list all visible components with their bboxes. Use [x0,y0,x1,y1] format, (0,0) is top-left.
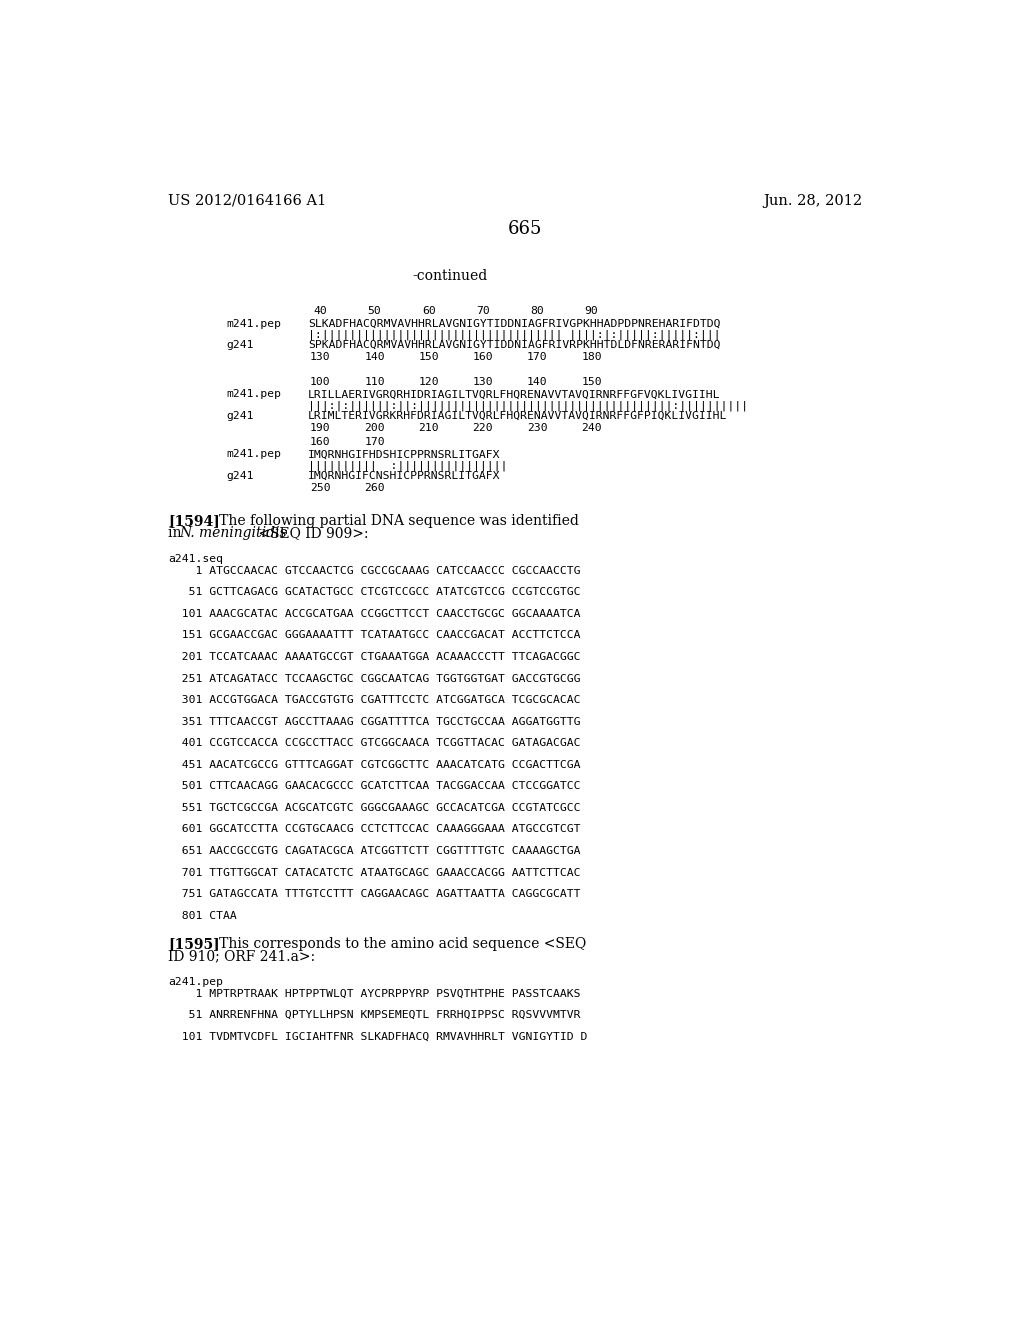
Text: a241.seq: a241.seq [168,554,223,564]
Text: 80: 80 [530,306,544,317]
Text: 401 CCGTCCACCA CCGCCTTACC GTCGGCAACA TCGGTTACAC GATAGACGAC: 401 CCGTCCACCA CCGCCTTACC GTCGGCAACA TCG… [168,738,581,748]
Text: 70: 70 [476,306,489,317]
Text: LRIMLTERIVGRKRHFDRIAGILTVQRLFHQRENAVVTAVQIRNRFFGFPIQKLIVGIIHL: LRIMLTERIVGRKRHFDRIAGILTVQRLFHQRENAVVTAV… [308,411,727,421]
Text: IMQRNHGIFHDSHICPPRNSRLITGAFX: IMQRNHGIFHDSHICPPRNSRLITGAFX [308,449,501,459]
Text: 240: 240 [582,424,602,433]
Text: 90: 90 [585,306,598,317]
Text: 100: 100 [310,378,331,387]
Text: 110: 110 [365,378,385,387]
Text: in: in [168,527,186,540]
Text: 665: 665 [508,220,542,238]
Text: |:||||||||||||||||||||||||||||||||||| ||||:|:|||||:|||||:|||: |:||||||||||||||||||||||||||||||||||| ||… [308,330,720,339]
Text: 51 ANRRENFHNA QPTYLLHPSN KMPSEMEQTL FRRHQIPPSC RQSVVVMTVR: 51 ANRRENFHNA QPTYLLHPSN KMPSEMEQTL FRRH… [168,1010,581,1020]
Text: SPKADFHACQRMVAVHHRLAVGNIGYTIDDNIAGFRIVRPKHHTDLDFNRERARIFNTDQ: SPKADFHACQRMVAVHHRLAVGNIGYTIDDNIAGFRIVRP… [308,341,720,350]
Text: [1594]: [1594] [168,515,220,528]
Text: 601 GGCATCCTTA CCGTGCAACG CCTCTTCCAC CAAAGGGAAA ATGCCGTCGT: 601 GGCATCCTTA CCGTGCAACG CCTCTTCCAC CAA… [168,825,581,834]
Text: ID 910; ORF 241.a>:: ID 910; ORF 241.a>: [168,949,315,964]
Text: 751 GATAGCCATA TTTGTCCTTT CAGGAACAGC AGATTAATTA CAGGCGCATT: 751 GATAGCCATA TTTGTCCTTT CAGGAACAGC AGA… [168,890,581,899]
Text: g241: g241 [226,341,254,350]
Text: 201 TCCATCAAAC AAAATGCCGT CTGAAATGGA ACAAACCCTT TTCAGACGGC: 201 TCCATCAAAC AAAATGCCGT CTGAAATGGA ACA… [168,652,581,661]
Text: 130: 130 [310,352,331,363]
Text: 140: 140 [527,378,548,387]
Text: a241.pep: a241.pep [168,977,223,987]
Text: 1 MPTRPTRAAK HPTPPTWLQT AYCPRPPYRP PSVQTHTPHE PASSTCAAKS: 1 MPTRPTRAAK HPTPPTWLQT AYCPRPPYRP PSVQT… [168,989,581,998]
Text: 260: 260 [365,483,385,494]
Text: m241.pep: m241.pep [226,449,282,459]
Text: 101 AAACGCATAC ACCGCATGAA CCGGCTTCCT CAACCTGCGC GGCAAAATCA: 101 AAACGCATAC ACCGCATGAA CCGGCTTCCT CAA… [168,609,581,619]
Text: 200: 200 [365,424,385,433]
Text: 40: 40 [313,306,327,317]
Text: 150: 150 [419,352,439,363]
Text: 1 ATGCCAACAC GTCCAACTCG CGCCGCAAAG CATCCAACCC CGCCAACCTG: 1 ATGCCAACAC GTCCAACTCG CGCCGCAAAG CATCC… [168,566,581,576]
Text: LRILLAERIVGRQRHIDRIAGILTVQRLFHQRENAVVTAVQIRNRFFGFVQKLIVGIIHL: LRILLAERIVGRQRHIDRIAGILTVQRLFHQRENAVVTAV… [308,389,720,400]
Text: 230: 230 [527,424,548,433]
Text: 50: 50 [368,306,381,317]
Text: 130: 130 [473,378,494,387]
Text: 160: 160 [310,437,331,447]
Text: 251 ATCAGATACC TCCAAGCTGC CGGCAATCAG TGGTGGTGAT GACCGTGCGG: 251 ATCAGATACC TCCAAGCTGC CGGCAATCAG TGG… [168,673,581,684]
Text: 220: 220 [473,424,494,433]
Text: 160: 160 [473,352,494,363]
Text: 301 ACCGTGGACA TGACCGTGTG CGATTTCCTC ATCGGATGCA TCGCGCACAC: 301 ACCGTGGACA TGACCGTGTG CGATTTCCTC ATC… [168,696,581,705]
Text: Jun. 28, 2012: Jun. 28, 2012 [764,194,862,207]
Text: 210: 210 [419,424,439,433]
Text: g241: g241 [226,471,254,480]
Text: 51 GCTTCAGACG GCATACTGCC CTCGTCCGCC ATATCGTCCG CCGTCCGTGC: 51 GCTTCAGACG GCATACTGCC CTCGTCCGCC ATAT… [168,587,581,597]
Text: m241.pep: m241.pep [226,318,282,329]
Text: 351 TTTCAACCGT AGCCTTAAAG CGGATTTTCA TGCCTGCCAA AGGATGGTTG: 351 TTTCAACCGT AGCCTTAAAG CGGATTTTCA TGC… [168,717,581,726]
Text: 170: 170 [527,352,548,363]
Text: 250: 250 [310,483,331,494]
Text: The following partial DNA sequence was identified: The following partial DNA sequence was i… [206,515,579,528]
Text: 190: 190 [310,424,331,433]
Text: 140: 140 [365,352,385,363]
Text: SLKADFHACQRMVAVHHRLAVGNIGYTIDDNIAGFRIVGPKHHADPDPNREHARIFDTDQ: SLKADFHACQRMVAVHHRLAVGNIGYTIDDNIAGFRIVGP… [308,318,720,329]
Text: IMQRNHGIFCNSHICPPRNSRLITGAFX: IMQRNHGIFCNSHICPPRNSRLITGAFX [308,471,501,480]
Text: 170: 170 [365,437,385,447]
Text: g241: g241 [226,411,254,421]
Text: -continued: -continued [412,268,487,282]
Text: 151 GCGAACCGAC GGGAAAATTT TCATAATGCC CAACCGACAT ACCTTCTCCA: 151 GCGAACCGAC GGGAAAATTT TCATAATGCC CAA… [168,631,581,640]
Text: This corresponds to the amino acid sequence <SEQ: This corresponds to the amino acid seque… [206,937,586,950]
Text: 651 AACCGCCGTG CAGATACGCA ATCGGTTCTT CGGTTTTGTC CAAAAGCTGA: 651 AACCGCCGTG CAGATACGCA ATCGGTTCTT CGG… [168,846,581,855]
Text: 551 TGCTCGCCGA ACGCATCGTC GGGCGAAAGC GCCACATCGA CCGTATCGCC: 551 TGCTCGCCGA ACGCATCGTC GGGCGAAAGC GCC… [168,803,581,813]
Text: N. meningitidis: N. meningitidis [179,527,287,540]
Text: 120: 120 [419,378,439,387]
Text: 101 TVDMTVCDFL IGCIAHTFNR SLKADFHACQ RMVAVHHRLT VGNIGYTID D: 101 TVDMTVCDFL IGCIAHTFNR SLKADFHACQ RMV… [168,1032,588,1041]
Text: 701 TTGTTGGCAT CATACATCTC ATAATGCAGC GAAACCACGG AATTCTTCAC: 701 TTGTTGGCAT CATACATCTC ATAATGCAGC GAA… [168,867,581,878]
Text: ||||||||||  :||||||||||||||||: |||||||||| :|||||||||||||||| [308,461,507,471]
Text: US 2012/0164166 A1: US 2012/0164166 A1 [168,194,327,207]
Text: 180: 180 [582,352,602,363]
Text: |||:|:||||||:||:|||||||||||||||||||||||||||||||||||||:||||||||||: |||:|:||||||:||:||||||||||||||||||||||||… [308,400,748,411]
Text: 60: 60 [422,306,435,317]
Text: 501 CTTCAACAGG GAACACGCCC GCATCTTCAA TACGGACCAA CTCCGGATCC: 501 CTTCAACAGG GAACACGCCC GCATCTTCAA TAC… [168,781,581,791]
Text: <SEQ ID 909>:: <SEQ ID 909>: [254,527,368,540]
Text: [1595]: [1595] [168,937,220,950]
Text: 150: 150 [582,378,602,387]
Text: 451 AACATCGCCG GTTTCAGGAT CGTCGGCTTC AAACATCATG CCGACTTCGA: 451 AACATCGCCG GTTTCAGGAT CGTCGGCTTC AAA… [168,760,581,770]
Text: 801 CTAA: 801 CTAA [168,911,237,920]
Text: m241.pep: m241.pep [226,389,282,400]
